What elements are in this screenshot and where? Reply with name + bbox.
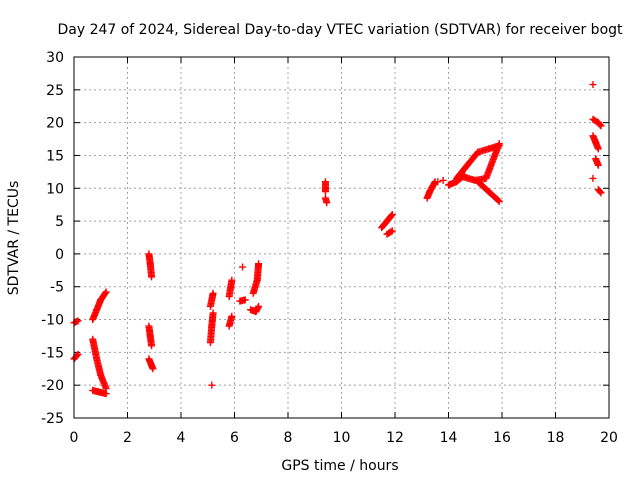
data-point (387, 212, 395, 220)
data-point (209, 309, 217, 317)
data-point (589, 81, 597, 89)
data-point (387, 228, 395, 236)
data-point (74, 350, 82, 358)
data-point (228, 276, 236, 284)
x-tick-label: 18 (547, 430, 565, 446)
y-tick-label: 30 (46, 50, 64, 66)
data-point (439, 176, 447, 184)
x-tick-label: 6 (230, 430, 239, 446)
data-point (255, 260, 263, 268)
data-point (434, 178, 442, 186)
plot-frame (73, 56, 610, 419)
data-point (148, 273, 156, 281)
data-point (102, 288, 110, 296)
y-tick-label: -5 (50, 280, 64, 296)
data-point (73, 351, 81, 359)
data-point (494, 196, 502, 204)
x-tick-label: 16 (493, 430, 511, 446)
data-point (323, 199, 331, 207)
x-tick-label: 12 (386, 430, 404, 446)
y-tick-label: 20 (46, 116, 64, 132)
data-point (321, 188, 329, 196)
chart-title: Day 247 of 2024, Sidereal Day-to-day VTE… (57, 22, 623, 38)
data-point (594, 145, 602, 153)
data-point (101, 289, 109, 297)
data-point (74, 317, 82, 325)
data-series (70, 81, 605, 398)
data-point (228, 312, 236, 320)
x-tick-label: 2 (123, 430, 132, 446)
x-tick-label: 0 (70, 430, 79, 446)
x-tick-label: 14 (440, 430, 458, 446)
x-axis-title: GPS time / hours (281, 458, 398, 474)
y-tick-label: -10 (41, 313, 64, 329)
data-point (241, 296, 249, 304)
data-point (597, 189, 605, 197)
data-point (495, 197, 503, 205)
data-point (596, 188, 604, 196)
y-tick-label: 0 (55, 247, 64, 263)
y-tick-label: -20 (41, 378, 64, 394)
y-tick-label: 15 (46, 148, 64, 164)
data-point (495, 140, 503, 148)
x-tick-label: 4 (177, 430, 186, 446)
data-point (149, 365, 157, 373)
y-tick-label: -15 (41, 345, 64, 361)
data-point (589, 174, 597, 182)
grid (74, 57, 609, 418)
y-axis-title: SDTVAR / TECUs (6, 181, 22, 296)
data-point (388, 227, 396, 235)
y-tick-label: 5 (55, 214, 64, 230)
data-point (594, 161, 602, 169)
data-point (596, 121, 604, 129)
x-tick-label: 20 (600, 430, 618, 446)
data-point (209, 289, 217, 297)
data-point (239, 263, 247, 271)
x-tick-label: 10 (333, 430, 351, 446)
y-tick-label: 25 (46, 83, 64, 99)
data-point (388, 211, 396, 219)
data-point (255, 302, 263, 310)
data-point (102, 390, 110, 398)
data-point (148, 342, 156, 350)
y-tick-label: -25 (41, 411, 64, 427)
tick-labels: 0 2 4 6 8 10 12 14 16 18 20 -25 -20 -15 -10 -5 0 5 10 15 20 2… (41, 50, 618, 446)
data-point (597, 122, 605, 130)
y-tick-label: 10 (46, 181, 64, 197)
x-tick-label: 8 (284, 430, 293, 446)
data-point (208, 381, 216, 389)
